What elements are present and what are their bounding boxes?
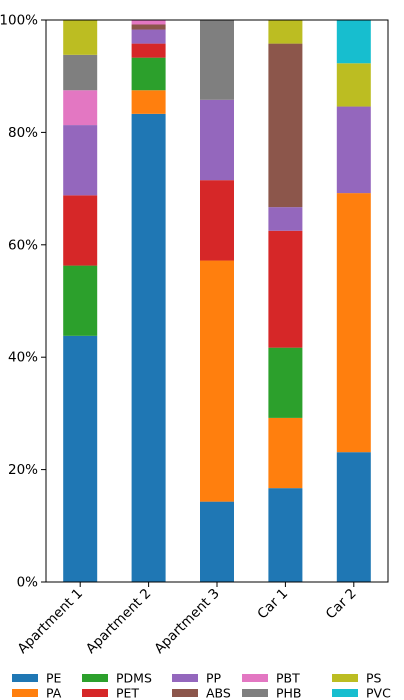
legend-swatch-phb <box>242 689 268 697</box>
legend-swatch-pbt <box>242 674 268 682</box>
legend-item-pdms: PDMS <box>82 671 152 686</box>
y-tick-label-40: 40% <box>8 350 38 366</box>
bar-segment-abs-4 <box>268 43 303 208</box>
x-tick-label-5: Car 2 <box>323 586 360 623</box>
y-tick-label-0: 0% <box>17 575 39 591</box>
bar-segment-pp-2 <box>131 29 166 44</box>
bar-segment-pbt-1 <box>63 90 98 126</box>
legend-label-ps: PS <box>366 671 382 686</box>
legend-swatch-pdms <box>82 674 108 682</box>
bars-layer <box>63 20 371 582</box>
bar-segment-pet-3 <box>200 180 234 261</box>
x-tick-label-4: Car 1 <box>254 586 291 623</box>
bar-segment-phb-3 <box>200 20 234 100</box>
legend-label-abs: ABS <box>206 686 231 700</box>
bar-segment-pet-2 <box>131 43 166 58</box>
legend-label-pet: PET <box>116 686 139 700</box>
legend-swatch-abs <box>172 689 198 697</box>
legend-item-abs: ABS <box>172 686 231 700</box>
y-axis: 0% 20% 40% 60% 80% 100% <box>0 13 46 591</box>
bar-segment-pe-2 <box>131 113 166 582</box>
bar-segment-pdms-1 <box>63 265 98 336</box>
legend-item-ps: PS <box>332 671 382 686</box>
legend-item-pbt: PBT <box>242 671 300 686</box>
legend-label-pe: PE <box>46 671 62 686</box>
legend-swatch-pa <box>12 689 38 697</box>
bar-segment-ps-5 <box>336 63 371 107</box>
bar-segment-pdms-4 <box>268 347 303 418</box>
bar-segment-pa-4 <box>268 417 303 489</box>
legend-item-pvc: PVC <box>332 686 391 700</box>
legend-swatch-ps <box>332 674 358 682</box>
legend-swatch-pet <box>82 689 108 697</box>
bar-segment-pp-4 <box>268 207 303 231</box>
bar-segment-ps-4 <box>268 20 303 44</box>
bar-segment-pbt-2 <box>131 20 166 25</box>
bar-segment-pp-1 <box>63 125 98 196</box>
legend-label-pvc: PVC <box>366 686 391 700</box>
legend-label-pdms: PDMS <box>116 671 152 686</box>
legend-item-pe: PE <box>12 671 62 686</box>
y-tick-label-60: 60% <box>8 237 38 253</box>
legend-item-pp: PP <box>172 671 222 686</box>
bar-segment-ps-1 <box>63 20 98 55</box>
bar-segment-pa-3 <box>200 260 234 502</box>
bar-segment-pet-1 <box>63 195 98 266</box>
bar-segment-abs-2 <box>131 24 166 30</box>
bar-segment-pe-3 <box>200 501 234 582</box>
legend-item-pa: PA <box>12 686 62 700</box>
y-tick-label-100: 100% <box>0 13 38 29</box>
bar-segment-pdms-2 <box>131 57 166 91</box>
legend-swatch-pvc <box>332 689 358 697</box>
legend-label-pbt: PBT <box>276 671 300 686</box>
bar-segment-pa-5 <box>336 193 371 453</box>
x-tick-label-1: Apartment 1 <box>15 586 86 657</box>
bar-segment-pp-5 <box>336 106 371 194</box>
legend-label-pp: PP <box>206 671 222 686</box>
bar-segment-pe-4 <box>268 488 303 582</box>
legend-item-phb: PHB <box>242 686 302 700</box>
legend-swatch-pp <box>172 674 198 682</box>
bar-segment-pp-3 <box>200 99 234 181</box>
bar-segment-pe-1 <box>63 335 98 582</box>
legend-item-pet: PET <box>82 686 139 700</box>
bar-segment-pa-2 <box>131 90 166 114</box>
y-tick-label-20: 20% <box>8 462 38 478</box>
bar-segment-pe-5 <box>336 452 371 582</box>
bar-segment-pet-4 <box>268 230 303 348</box>
bar-segment-pvc-5 <box>336 20 371 64</box>
bar-segment-phb-1 <box>63 54 98 91</box>
legend-label-phb: PHB <box>276 686 302 700</box>
x-tick-label-2: Apartment 2 <box>83 586 154 657</box>
y-tick-label-80: 80% <box>8 125 38 141</box>
x-tick-label-3: Apartment 3 <box>151 586 222 657</box>
legend-swatch-pe <box>12 674 38 682</box>
legend-label-pa: PA <box>46 686 62 700</box>
